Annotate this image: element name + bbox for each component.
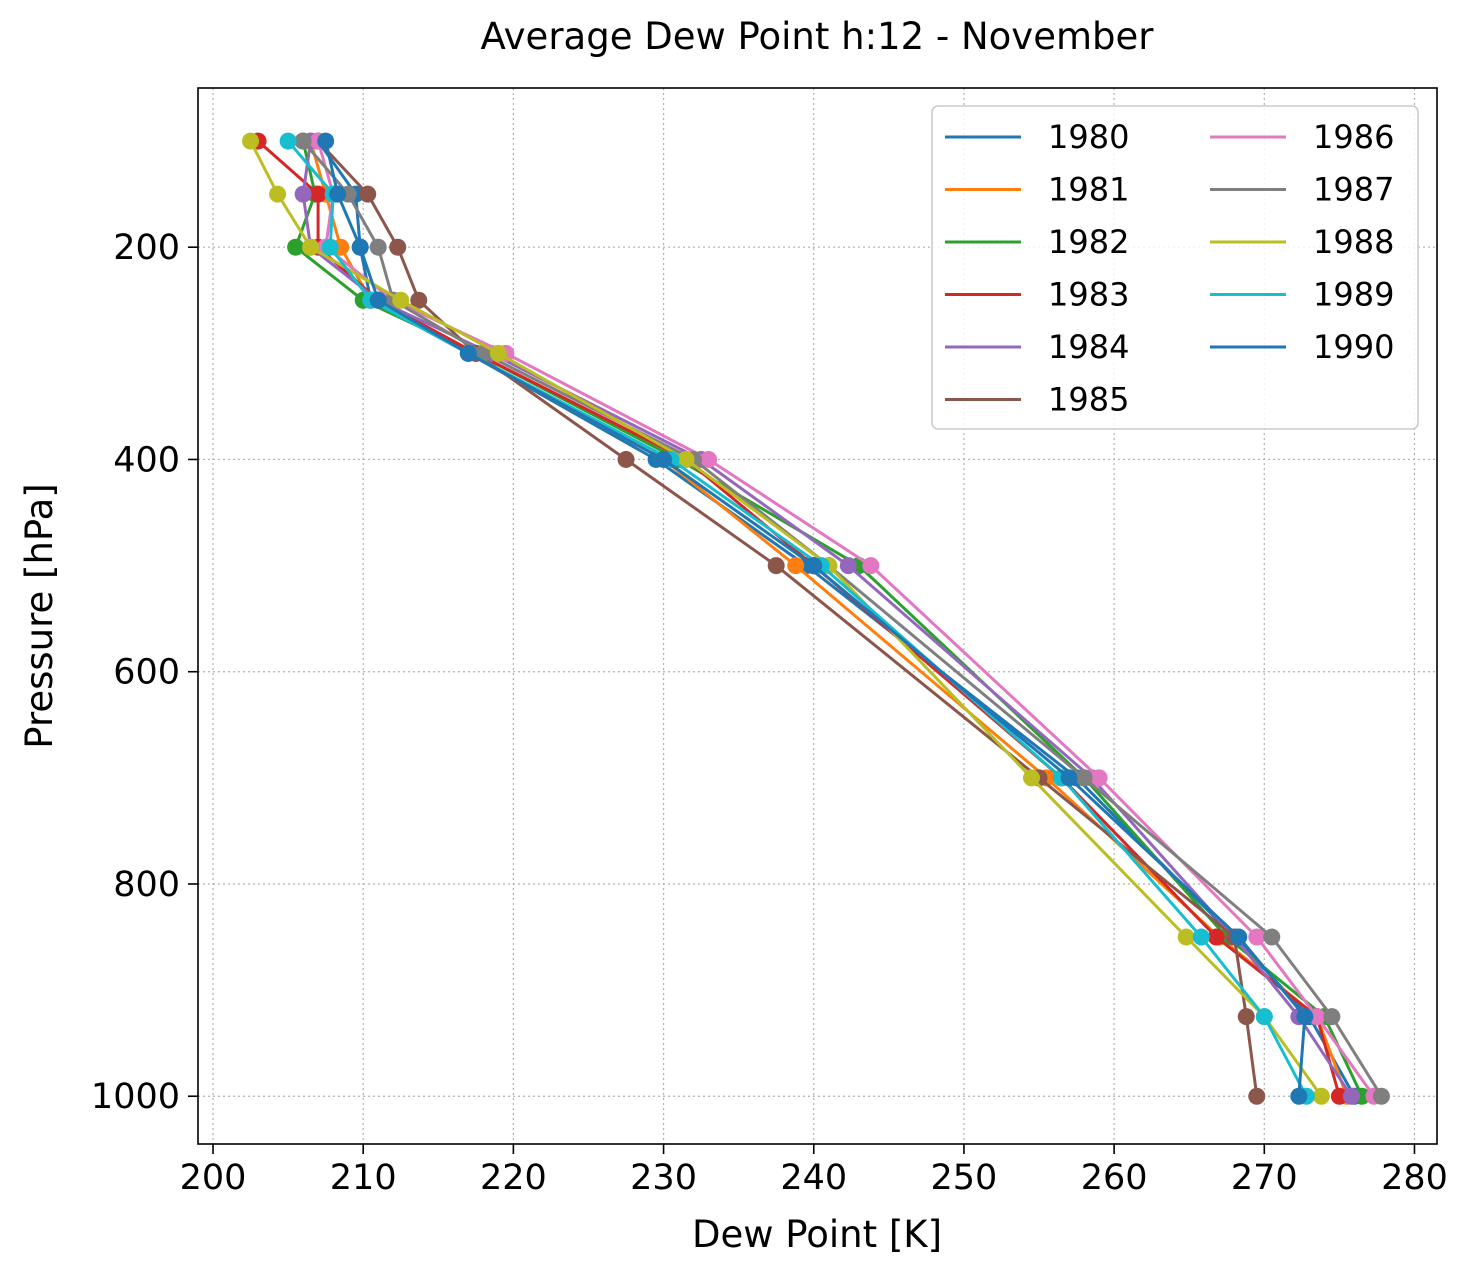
x-tick-label: 220 [480,1158,547,1198]
y-tick-label: 1000 [91,1077,180,1117]
x-tick-label: 250 [931,1158,998,1198]
y-tick-label: 200 [113,228,180,268]
data-point [317,132,335,150]
data-point [1207,928,1225,946]
legend-label: 1988 [1313,223,1394,261]
legend-label: 1990 [1313,328,1394,366]
legend-entry-1984: 1984 [945,328,1129,366]
data-point [839,557,857,575]
legend-entry-1981: 1981 [945,171,1129,209]
legend-entry-1986: 1986 [1210,118,1394,156]
series-1988 [242,132,1330,1105]
data-point [1248,928,1266,946]
data-point [862,557,880,575]
data-point [287,238,305,256]
legend-label: 1983 [1048,276,1129,314]
legend-entry-1987: 1987 [1210,171,1394,209]
data-point [1330,1087,1348,1105]
data-point [321,238,339,256]
data-point [1312,1087,1330,1105]
axis-ticks: 200 210 220 230 240 250 260 270 280 200 400 600 800 1… [91,228,1448,1198]
data-point [1248,1087,1266,1105]
data-point [309,185,327,203]
legend-label: 1984 [1048,328,1129,366]
x-axis-label: Dew Point [K] [692,1213,942,1256]
legend-entry-1985: 1985 [945,381,1129,419]
x-tick-label: 230 [630,1158,697,1198]
data-point [617,450,635,468]
legend-entry-1990: 1990 [1210,328,1394,366]
data-point [767,557,785,575]
data-point [459,344,477,362]
data-point [1177,928,1195,946]
data-point [369,291,387,309]
legend-entry-1988: 1988 [1210,223,1394,261]
data-point [677,450,695,468]
data-point [392,291,410,309]
data-point [359,185,377,203]
x-tick-label: 280 [1381,1158,1448,1198]
legend-label: 1987 [1313,171,1394,209]
data-point [1023,769,1041,787]
legend-label: 1986 [1313,118,1394,156]
data-point [329,185,347,203]
data-point [269,185,287,203]
legend-box [931,105,1419,430]
data-point [1192,928,1210,946]
series-1990 [317,132,1314,1105]
legend-label: 1980 [1048,118,1129,156]
data-point [294,132,312,150]
data-point [294,185,312,203]
plot-frame [197,87,1438,1145]
plot-series [242,132,1390,1105]
x-tick-label: 270 [1231,1158,1298,1198]
x-tick-label: 240 [780,1158,847,1198]
data-point [242,132,260,150]
data-point [410,291,428,309]
data-point [1308,1008,1326,1026]
data-point [369,238,387,256]
data-point [1230,928,1248,946]
legend-label: 1982 [1048,223,1129,261]
legend-entry-1983: 1983 [945,276,1129,314]
data-point [787,557,805,575]
data-point [279,132,297,150]
legend-label: 1985 [1048,381,1129,419]
x-tick-label: 260 [1081,1158,1148,1198]
legend-entry-1989: 1989 [1210,276,1394,314]
data-point [1075,769,1093,787]
legend-entry-1980: 1980 [945,118,1129,156]
legend: 1980 1981 1982 1983 1984 1985 1986 1987 1988 1989… [931,105,1419,430]
data-point [1342,1087,1360,1105]
data-point [389,238,407,256]
data-point [655,450,673,468]
y-tick-label: 800 [113,865,180,905]
data-point [1263,928,1281,946]
chart-title: Average Dew Point h:12 - November [481,15,1155,58]
y-tick-label: 400 [113,440,180,480]
x-tick-label: 200 [180,1158,247,1198]
y-tick-label: 600 [113,653,180,693]
data-point [1372,1087,1390,1105]
data-point [1290,1087,1308,1105]
x-tick-label: 210 [330,1158,397,1198]
data-point [1060,769,1078,787]
legend-entry-1982: 1982 [945,223,1129,261]
data-point [700,450,718,468]
data-point [1090,769,1108,787]
legend-label: 1981 [1048,171,1129,209]
data-point [1255,1008,1273,1026]
data-point [1237,1008,1255,1026]
data-point [1323,1008,1341,1026]
data-point [805,557,823,575]
y-axis-label: Pressure [hPa] [18,483,61,748]
data-point [1296,1008,1314,1026]
legend-label: 1989 [1313,276,1394,314]
data-point [489,344,507,362]
data-point [302,238,320,256]
data-point [351,238,369,256]
